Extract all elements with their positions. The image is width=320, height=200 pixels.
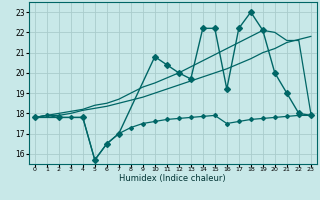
- X-axis label: Humidex (Indice chaleur): Humidex (Indice chaleur): [119, 174, 226, 183]
